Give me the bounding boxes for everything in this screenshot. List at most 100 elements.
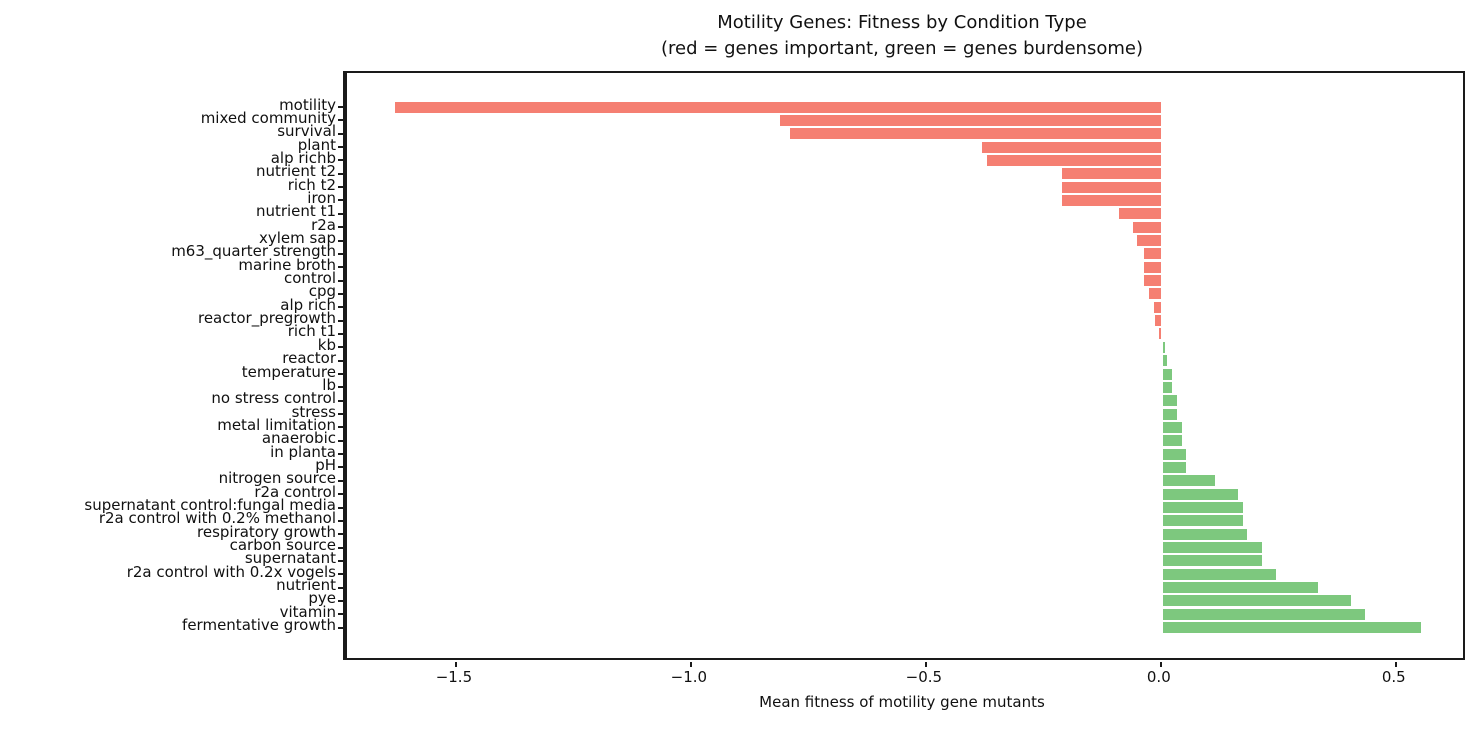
y-tick-mark	[338, 212, 343, 215]
y-tick-mark	[338, 319, 343, 322]
y-tick-label: reactor_pregrowth	[197, 309, 336, 328]
bar	[1154, 301, 1161, 313]
bar	[1162, 368, 1172, 380]
y-tick-label: cpg	[308, 282, 336, 301]
y-tick-label: stress	[291, 402, 336, 421]
x-tick-label: −1.5	[435, 668, 473, 686]
y-tick-mark	[338, 519, 343, 522]
bar	[1162, 515, 1243, 527]
bar	[986, 154, 1161, 166]
bar	[1158, 328, 1161, 340]
y-tick-mark	[338, 506, 343, 509]
chart-title-line1: Motility Genes: Fitness by Condition Typ…	[717, 12, 1087, 33]
y-tick-mark	[338, 199, 343, 202]
y-tick-label: supernatant control:fungal media	[84, 496, 336, 514]
bar	[1162, 568, 1276, 580]
y-tick-label: m63_quarter strength	[171, 242, 336, 261]
y-tick-mark	[338, 119, 343, 122]
bar	[1137, 235, 1161, 246]
y-tick-mark	[338, 426, 343, 429]
bar	[1162, 475, 1215, 487]
y-tick-label: mixed community	[200, 108, 336, 127]
bar	[1162, 435, 1182, 447]
bar	[1148, 288, 1161, 300]
bar	[982, 141, 1161, 153]
y-tick-mark	[338, 453, 343, 456]
y-tick-mark	[338, 186, 343, 189]
x-tick-label: −0.5	[905, 668, 943, 686]
x-tick-label: 0.0	[1146, 668, 1171, 686]
chart-title-line2: (red = genes important, green = genes bu…	[661, 38, 1143, 60]
bar	[1162, 555, 1262, 567]
bar	[1154, 315, 1161, 327]
y-tick-label: r2a control with 0.2x vogels	[126, 562, 336, 581]
y-tick-mark	[338, 146, 343, 149]
bar	[1062, 181, 1161, 193]
y-tick-mark	[338, 159, 343, 162]
bar	[1162, 582, 1318, 594]
bar	[1132, 221, 1161, 233]
bar	[1162, 528, 1248, 540]
y-tick-label: anaerobic	[261, 429, 336, 448]
y-tick-mark	[338, 106, 343, 108]
y-tick-label: vitamin	[279, 602, 336, 621]
x-tick-mark	[1394, 662, 1397, 667]
y-tick-mark	[338, 613, 343, 616]
y-tick-label: survival	[277, 122, 336, 141]
y-tick-label: rich t1	[287, 322, 336, 341]
y-tick-label: in planta	[270, 442, 336, 461]
x-tick-mark	[689, 662, 692, 667]
x-tick-label: 0.5	[1381, 668, 1406, 686]
bar	[1162, 421, 1182, 433]
bar	[1162, 448, 1186, 460]
y-tick-label: alp rich	[280, 295, 336, 314]
y-tick-mark	[338, 599, 343, 602]
bar	[1143, 248, 1161, 260]
bar	[1162, 355, 1168, 367]
y-tick-mark	[338, 172, 343, 175]
y-tick-label: motility	[279, 95, 336, 114]
y-tick-label: no stress control	[211, 389, 336, 408]
y-tick-mark	[338, 386, 343, 389]
bar	[1162, 502, 1243, 513]
y-tick-label: nutrient t2	[255, 162, 336, 181]
y-tick-mark	[338, 306, 343, 309]
bar	[394, 101, 1161, 113]
bar	[1162, 608, 1365, 620]
plot-area	[338, 71, 1465, 667]
y-tick-mark	[338, 586, 343, 589]
y-tick-mark	[338, 239, 343, 242]
y-tick-mark	[338, 559, 343, 562]
y-tick-label: kb	[317, 335, 336, 354]
y-tick-mark	[338, 226, 343, 229]
y-tick-mark	[338, 439, 343, 442]
y-tick-mark	[338, 493, 343, 496]
bar	[1062, 194, 1161, 206]
bar	[1162, 595, 1351, 607]
y-tick-mark	[338, 373, 343, 375]
y-tick-label: lb	[322, 375, 336, 394]
x-axis-title: Mean fitness of motility gene mutants	[759, 693, 1045, 711]
y-tick-mark	[338, 292, 343, 295]
y-tick-label: alp richb	[270, 148, 336, 167]
y-tick-mark	[338, 359, 343, 362]
bar	[1162, 381, 1173, 393]
y-tick-mark	[338, 573, 343, 576]
bar	[1162, 622, 1422, 634]
y-tick-mark	[338, 252, 343, 255]
y-tick-label: metal limitation	[217, 415, 336, 434]
y-tick-label: pye	[308, 589, 336, 608]
bar	[1118, 208, 1161, 220]
y-tick-label: control	[284, 269, 336, 288]
y-tick-label: r2a	[311, 215, 336, 234]
bar	[1162, 408, 1177, 420]
bar	[1162, 542, 1262, 554]
y-tick-label: r2a control	[254, 482, 336, 501]
x-tick-mark	[454, 662, 457, 667]
y-tick-label: pH	[315, 455, 336, 474]
y-tick-label: iron	[307, 188, 336, 207]
y-tick-label: marine broth	[238, 255, 336, 274]
y-tick-label: nutrient t1	[255, 202, 336, 221]
y-tick-label: carbon source	[229, 536, 336, 555]
